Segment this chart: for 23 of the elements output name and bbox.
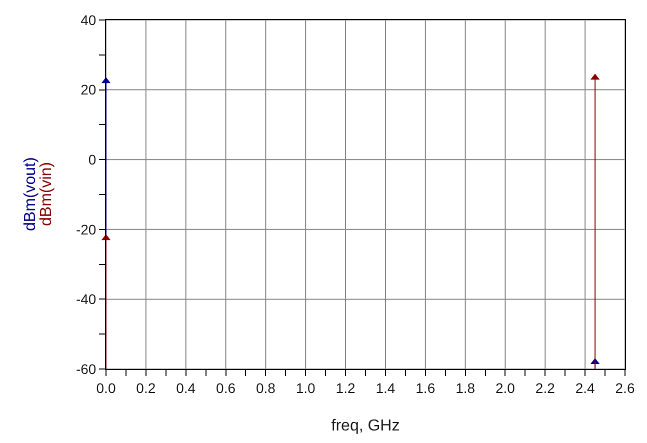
x-tick-label: 0.4 <box>176 380 196 396</box>
x-tick-label: 0.8 <box>256 380 276 396</box>
y-tick-label: -60 <box>76 360 96 377</box>
x-tick-label: 2.2 <box>535 380 556 396</box>
text: dBm(vout) <box>22 157 39 231</box>
text: dBm(vin) <box>38 162 55 226</box>
x-tick-label: 1.8 <box>456 380 476 396</box>
x-tick-label: 0.0 <box>96 380 116 396</box>
y-tick-label: 40 <box>80 12 96 28</box>
x-tick-label: 1.6 <box>416 380 436 396</box>
y-tick-label: -20 <box>76 221 96 238</box>
x-axis-title: freq, GHz <box>331 418 400 434</box>
x-tick-label: 2.4 <box>575 380 596 396</box>
x-tick-label: 0.6 <box>216 380 236 396</box>
x-tick-label: 1.2 <box>336 380 356 396</box>
x-tick-label: 1.0 <box>296 380 316 396</box>
x-tick-label: 1.4 <box>376 380 396 396</box>
x-tick-label: 2.0 <box>495 380 516 396</box>
x-tick-label: 2.6 <box>615 380 635 396</box>
y-tick-label: 20 <box>80 82 96 98</box>
x-tick-label: 0.2 <box>136 380 156 396</box>
y-tick-label: -40 <box>76 291 96 308</box>
y-tick-label: 0 <box>88 152 96 168</box>
